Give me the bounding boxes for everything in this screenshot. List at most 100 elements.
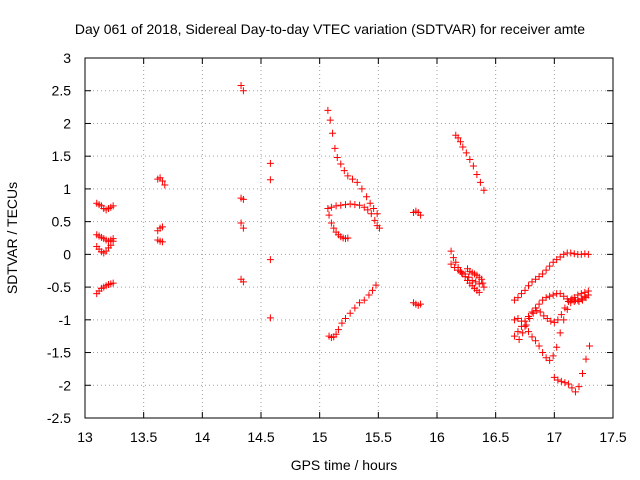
data-point bbox=[469, 162, 477, 170]
data-point bbox=[109, 202, 117, 210]
data-point bbox=[368, 286, 376, 294]
data-point bbox=[158, 177, 166, 185]
data-point bbox=[542, 266, 550, 274]
data-point bbox=[266, 314, 274, 322]
x-tick-label: 14.5 bbox=[247, 429, 274, 445]
data-point bbox=[237, 81, 245, 89]
data-point bbox=[525, 328, 533, 336]
data-point bbox=[466, 155, 474, 163]
data-point bbox=[459, 143, 467, 151]
data-point bbox=[239, 195, 247, 203]
data-point bbox=[550, 373, 558, 381]
data-point bbox=[364, 206, 372, 214]
data-point bbox=[346, 200, 354, 208]
data-point bbox=[351, 201, 359, 209]
data-point bbox=[543, 315, 551, 323]
data-point bbox=[567, 249, 575, 257]
data-point bbox=[373, 210, 381, 218]
data-point bbox=[479, 279, 487, 287]
data-point bbox=[266, 256, 274, 264]
x-tick-label: 16.5 bbox=[482, 429, 509, 445]
data-point bbox=[325, 211, 333, 219]
data-point bbox=[514, 328, 522, 336]
data-point bbox=[554, 316, 562, 324]
data-point bbox=[158, 238, 166, 246]
data-point bbox=[454, 266, 462, 274]
data-point bbox=[329, 129, 337, 137]
x-tick-label: 16 bbox=[429, 429, 445, 445]
data-point bbox=[525, 282, 533, 290]
data-point bbox=[575, 297, 583, 305]
data-point bbox=[546, 356, 554, 364]
data-point bbox=[584, 287, 592, 295]
data-point bbox=[586, 342, 594, 350]
data-point bbox=[553, 343, 561, 351]
data-point bbox=[338, 319, 346, 327]
data-point bbox=[341, 201, 349, 209]
data-point bbox=[510, 316, 518, 324]
y-tick-label: -1.5 bbox=[47, 345, 71, 361]
y-tick-label: 0.5 bbox=[52, 214, 72, 230]
data-point bbox=[546, 292, 554, 300]
data-point bbox=[417, 211, 425, 219]
data-point bbox=[158, 223, 166, 231]
data-point bbox=[239, 278, 247, 286]
data-point bbox=[528, 308, 536, 316]
data-point bbox=[341, 315, 349, 323]
data-point bbox=[340, 167, 348, 175]
data-point bbox=[366, 199, 374, 207]
data-point bbox=[346, 309, 354, 317]
data-point bbox=[578, 369, 586, 377]
data-point bbox=[570, 250, 578, 258]
data-point bbox=[480, 283, 488, 291]
data-point bbox=[468, 277, 476, 285]
data-point bbox=[556, 329, 564, 337]
data-point bbox=[465, 273, 473, 281]
data-point bbox=[447, 260, 455, 268]
data-point bbox=[358, 185, 366, 193]
data-point bbox=[532, 337, 540, 345]
data-point bbox=[475, 280, 483, 288]
data-point bbox=[521, 286, 529, 294]
data-point bbox=[510, 296, 518, 304]
data-point bbox=[476, 178, 484, 186]
data-point bbox=[326, 116, 334, 124]
data-point bbox=[582, 355, 590, 363]
data-point bbox=[462, 149, 470, 157]
data-point bbox=[239, 224, 247, 232]
data-point bbox=[536, 308, 544, 316]
x-axis-label: GPS time / hours bbox=[291, 457, 398, 473]
data-point bbox=[360, 203, 368, 211]
data-point bbox=[564, 297, 572, 305]
data-point bbox=[330, 224, 338, 232]
data-point bbox=[447, 247, 455, 255]
data-point bbox=[560, 316, 568, 324]
data-point bbox=[475, 288, 483, 296]
data-point bbox=[332, 330, 340, 338]
data-point bbox=[514, 294, 522, 302]
data-point bbox=[344, 234, 352, 242]
data-point bbox=[519, 329, 527, 337]
y-tick-label: 3 bbox=[63, 50, 71, 66]
data-point bbox=[553, 256, 561, 264]
data-point bbox=[549, 352, 557, 360]
data-point bbox=[574, 291, 582, 299]
data-point bbox=[568, 384, 576, 392]
data-point bbox=[549, 258, 557, 266]
x-tick-label: 17.5 bbox=[599, 429, 626, 445]
data-point bbox=[557, 311, 565, 319]
data-point bbox=[334, 326, 342, 334]
data-point bbox=[237, 219, 245, 227]
data-point bbox=[550, 318, 558, 326]
data-point bbox=[239, 87, 247, 95]
data-point bbox=[528, 333, 536, 341]
data-point bbox=[582, 294, 590, 302]
y-tick-label: 2 bbox=[63, 115, 71, 131]
data-point bbox=[549, 291, 557, 299]
data-point bbox=[564, 380, 572, 388]
data-point bbox=[542, 354, 550, 362]
data-point bbox=[109, 279, 117, 287]
plot-frame bbox=[84, 57, 614, 419]
data-point bbox=[372, 281, 380, 289]
data-point bbox=[528, 278, 536, 286]
